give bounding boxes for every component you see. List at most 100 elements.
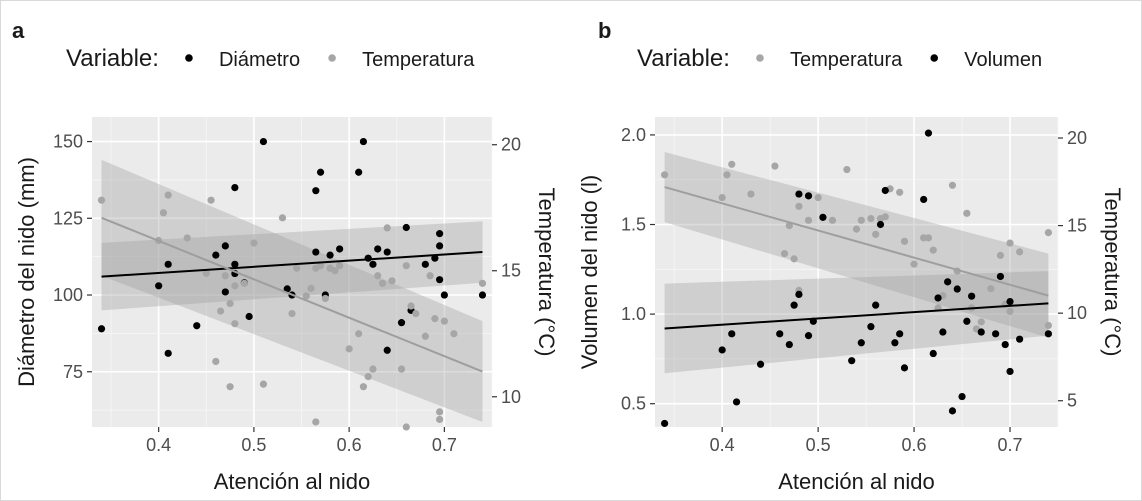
y2-axis-title: Temperatura (°C) bbox=[1100, 188, 1125, 357]
point-volumen bbox=[900, 364, 909, 372]
ci-band-volumen bbox=[664, 271, 1049, 374]
point-dimetro bbox=[436, 242, 444, 250]
y-tick-label: 75 bbox=[63, 362, 83, 382]
point-temperatura bbox=[226, 299, 234, 308]
point-temperatura bbox=[900, 237, 909, 245]
point-temperatura bbox=[852, 225, 861, 233]
point-dimetro bbox=[383, 346, 391, 354]
point-volumen bbox=[944, 278, 952, 286]
point-temperatura bbox=[436, 415, 444, 424]
point-temperatura bbox=[478, 279, 487, 287]
point-volumen bbox=[920, 195, 928, 204]
point-dimetro bbox=[231, 260, 239, 268]
point-dimetro bbox=[355, 168, 363, 176]
point-temperatura bbox=[240, 279, 248, 287]
y-tick-label: 1.5 bbox=[621, 215, 646, 235]
point-temperatura bbox=[948, 181, 957, 189]
point-temperatura bbox=[963, 209, 971, 217]
point-temperatura bbox=[728, 160, 736, 168]
y-tick-label: 0.5 bbox=[621, 394, 646, 414]
point-dimetro bbox=[312, 187, 320, 195]
point-volumen bbox=[756, 360, 765, 368]
point-temperatura bbox=[183, 234, 191, 242]
point-volumen bbox=[790, 301, 798, 309]
x-tick-label: 0.4 bbox=[146, 435, 171, 455]
point-temperatura bbox=[747, 190, 755, 198]
legend-key bbox=[756, 54, 764, 62]
point-volumen bbox=[968, 292, 976, 300]
legend-label: Diámetro bbox=[219, 49, 300, 71]
point-dimetro bbox=[164, 260, 172, 268]
y2-tick-label: 15 bbox=[501, 261, 521, 281]
x-tick-label: 0.4 bbox=[710, 435, 735, 455]
x-tick-label: 0.7 bbox=[998, 435, 1023, 455]
point-temperatura bbox=[321, 294, 329, 303]
point-volumen bbox=[795, 190, 803, 198]
point-volumen bbox=[891, 339, 899, 347]
point-dimetro bbox=[397, 319, 406, 327]
point-temperatura bbox=[910, 260, 918, 268]
point-temperatura bbox=[929, 246, 937, 254]
point-temperatura bbox=[402, 262, 410, 270]
point-dimetro bbox=[316, 168, 325, 176]
point-temperatura bbox=[1044, 321, 1053, 330]
point-temperatura bbox=[221, 272, 229, 280]
point-temperatura bbox=[355, 330, 363, 338]
y-tick-label: 100 bbox=[53, 285, 83, 305]
point-temperatura bbox=[250, 239, 258, 247]
legend: Variable: Temperatura Volumen bbox=[637, 45, 1042, 72]
point-volumen bbox=[1044, 330, 1053, 338]
point-temperatura bbox=[336, 262, 344, 270]
confidence-bands bbox=[664, 152, 1049, 374]
x-tick-label: 0.5 bbox=[806, 435, 831, 455]
point-volumen bbox=[958, 392, 966, 401]
point-dimetro bbox=[369, 260, 377, 268]
point-dimetro bbox=[402, 223, 410, 232]
point-temperatura bbox=[97, 196, 106, 204]
point-dimetro bbox=[97, 325, 106, 333]
point-dimetro bbox=[478, 291, 487, 299]
point-dimetro bbox=[245, 312, 253, 321]
legend-title: Variable: bbox=[637, 45, 730, 72]
point-temperatura bbox=[388, 277, 396, 285]
y-axis-title: Volumen del nido (l) bbox=[577, 175, 602, 369]
point-dimetro bbox=[221, 242, 229, 250]
point-temperatura bbox=[288, 309, 296, 318]
point-temperatura bbox=[872, 230, 880, 238]
point-volumen bbox=[732, 398, 741, 406]
point-dimetro bbox=[283, 285, 291, 293]
point-temperatura bbox=[881, 213, 889, 221]
point-temperatura bbox=[1006, 307, 1014, 316]
point-volumen bbox=[948, 407, 957, 415]
y2-tick-label: 5 bbox=[1067, 391, 1077, 411]
point-temperatura bbox=[312, 418, 320, 426]
legend-key bbox=[328, 54, 336, 62]
x-axis-title: Atención al nido bbox=[214, 469, 371, 494]
confidence-bands bbox=[101, 159, 483, 422]
point-dimetro bbox=[155, 282, 163, 290]
point-volumen bbox=[934, 294, 942, 302]
point-temperatura bbox=[164, 191, 172, 199]
point-volumen bbox=[1006, 367, 1014, 376]
point-volumen bbox=[857, 339, 865, 347]
ci-band-dimetro bbox=[101, 221, 483, 311]
point-temperatura bbox=[412, 309, 420, 318]
point-dimetro bbox=[383, 248, 391, 256]
point-temperatura bbox=[857, 216, 865, 224]
point-temperatura bbox=[771, 162, 779, 170]
point-temperatura bbox=[307, 284, 315, 292]
point-temperatura bbox=[1044, 228, 1053, 237]
ci-band-temperatura bbox=[664, 152, 1049, 338]
point-temperatura bbox=[843, 165, 851, 174]
point-temperatura bbox=[723, 171, 731, 179]
legend-label: Temperatura bbox=[362, 49, 475, 71]
point-temperatura bbox=[212, 357, 220, 366]
legend: Variable: Diámetro Temperatura bbox=[66, 45, 475, 72]
point-temperatura bbox=[790, 255, 798, 263]
point-volumen bbox=[977, 328, 985, 336]
y-tick-label: 2.0 bbox=[621, 125, 646, 145]
point-temperatura bbox=[302, 292, 310, 300]
point-volumen bbox=[804, 332, 813, 340]
point-dimetro bbox=[431, 254, 439, 262]
point-temperatura bbox=[231, 282, 239, 290]
